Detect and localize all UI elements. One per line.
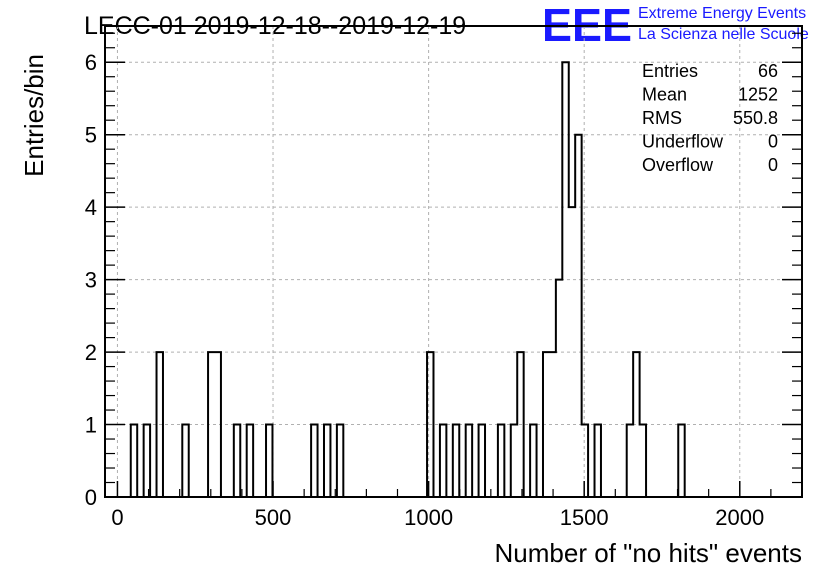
plot-frame — [104, 25, 803, 498]
stats-label: Entries — [642, 61, 698, 81]
y-tick-label: 6 — [85, 50, 97, 75]
y-tick-label: 3 — [85, 268, 97, 293]
axis-tick-labels: 0 500 1000 1500 2000 0 1 2 3 4 5 6 — [85, 50, 764, 530]
grid-lines — [105, 26, 802, 497]
stats-value: 0 — [768, 155, 778, 175]
y-tick-label: 5 — [85, 123, 97, 148]
y-tick-label: 1 — [85, 413, 97, 438]
histogram-outline — [105, 61, 801, 498]
x-tick-label: 500 — [255, 505, 292, 530]
stats-label: Underflow — [642, 132, 724, 152]
logo-line2: La Scienza nelle Scuole — [638, 26, 809, 43]
logo-line1: Extreme Energy Events — [638, 5, 806, 22]
x-tick-label: 2000 — [715, 505, 764, 530]
stats-label: Overflow — [642, 155, 714, 175]
x-tick-label: 1000 — [404, 505, 453, 530]
x-tick-label: 1500 — [560, 505, 609, 530]
y-tick-label: 0 — [85, 485, 97, 510]
stats-label: RMS — [642, 108, 682, 128]
axis-ticks — [105, 32, 803, 498]
stats-value: 0 — [768, 132, 778, 152]
x-tick-label: 0 — [111, 505, 123, 530]
y-axis-label: Entries/bin — [19, 54, 49, 177]
stats-value: 66 — [758, 61, 778, 81]
x-axis-label: Number of "no hits" events — [495, 538, 803, 568]
stats-value: 550.8 — [733, 108, 778, 128]
y-tick-label: 2 — [85, 340, 97, 365]
y-tick-label: 4 — [85, 195, 97, 220]
stats-label: Mean — [642, 85, 687, 105]
stats-value: 1252 — [738, 85, 778, 105]
stats-box: Entries 66 Mean 1252 RMS 550.8 Underflow 0 Overf… — [642, 61, 778, 175]
